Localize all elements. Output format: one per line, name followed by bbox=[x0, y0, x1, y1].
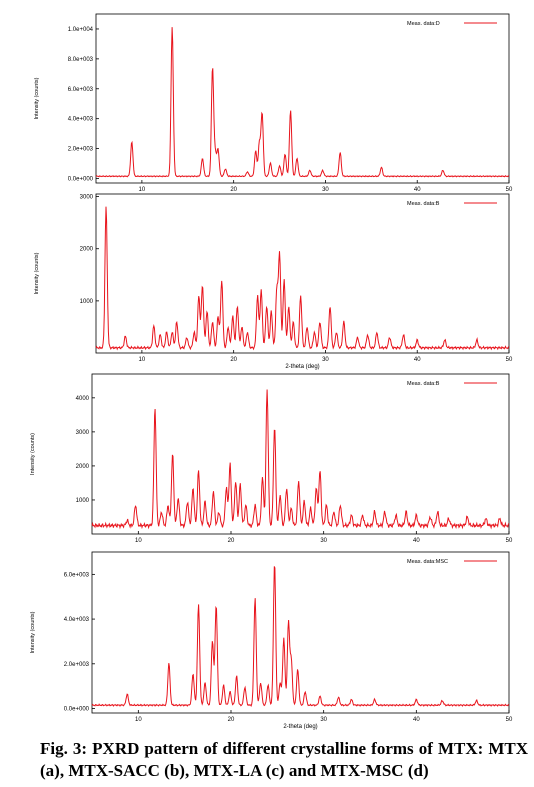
y-tick-label: 3000 bbox=[76, 430, 90, 436]
x-tick-label: 10 bbox=[139, 187, 146, 193]
x-tick-label: 40 bbox=[413, 717, 420, 723]
legend: Meas. data:D bbox=[407, 21, 497, 27]
x-tick-label: 50 bbox=[506, 357, 513, 363]
x-tick-label: 30 bbox=[322, 187, 329, 193]
plot-frame bbox=[95, 193, 510, 354]
x-tick-label: 30 bbox=[322, 357, 329, 363]
pxrd-panel-a: 10 20 30 40 50 0.0e+000 2.0e+003 4.0e+003 6.0e+0… bbox=[34, 13, 513, 193]
y-tick-label: 8.0e+003 bbox=[68, 57, 94, 63]
legend-label: Meas. data:D bbox=[407, 21, 440, 27]
x-tick-label: 50 bbox=[506, 717, 513, 723]
figure-caption: Fig. 3: PXRD pattern of different crysta… bbox=[40, 739, 528, 780]
y-axis-label: Intensity (counts) bbox=[30, 611, 36, 653]
x-axis-label: 2-theta (deg) bbox=[283, 724, 317, 730]
y-tick-label: 2.0e+003 bbox=[68, 147, 94, 153]
diffraction-trace bbox=[91, 566, 510, 708]
x-tick-label: 40 bbox=[413, 538, 420, 544]
y-tick-label: 0.0e+000 bbox=[64, 707, 90, 713]
x-tick-label: 10 bbox=[135, 538, 142, 544]
y-tick-label: 4.0e+003 bbox=[64, 617, 90, 623]
x-tick-label: 40 bbox=[414, 357, 421, 363]
diffraction-trace bbox=[95, 27, 509, 178]
y-axis-label: Intensity (counts) bbox=[30, 433, 36, 475]
y-axis-label: Intensity (counts) bbox=[34, 77, 40, 119]
y-tick-label: 1000 bbox=[76, 498, 90, 504]
x-tick-label: 20 bbox=[230, 187, 237, 193]
x-tick-label: 20 bbox=[230, 357, 237, 363]
pxrd-panel-d: 10 20 30 40 50 0.0e+000 2.0e+003 4.0e+003 6.0e+0… bbox=[30, 551, 513, 730]
pxrd-panel-c: 10 20 30 40 50 1000 2000 3000 4000 Intensity (cou… bbox=[30, 373, 513, 544]
legend-label: Meas. data:B bbox=[407, 381, 440, 387]
plot-frame bbox=[95, 13, 510, 184]
y-tick-label: 1000 bbox=[80, 299, 94, 305]
y-tick-label: 4.0e+003 bbox=[68, 117, 94, 123]
y-tick-label: 4000 bbox=[76, 396, 90, 402]
y-tick-label: 3000 bbox=[80, 195, 94, 201]
y-tick-label: 2000 bbox=[76, 464, 90, 470]
y-tick-label: 1.0e+004 bbox=[68, 27, 94, 33]
legend-label: Meas. data:MSC bbox=[407, 559, 448, 565]
diffraction-trace bbox=[95, 206, 510, 351]
diffraction-trace bbox=[91, 389, 510, 530]
x-tick-label: 50 bbox=[506, 187, 513, 193]
y-tick-label: 6.0e+003 bbox=[64, 572, 90, 578]
x-tick-label: 50 bbox=[506, 538, 513, 544]
plot-frame bbox=[91, 551, 510, 714]
y-axis-label: Intensity (counts) bbox=[34, 252, 40, 294]
x-tick-label: 30 bbox=[320, 538, 327, 544]
x-tick-label: 40 bbox=[414, 187, 421, 193]
x-tick-label: 30 bbox=[320, 717, 327, 723]
x-tick-label: 10 bbox=[139, 357, 146, 363]
legend: Meas. data:MSC bbox=[407, 559, 497, 565]
legend: Meas. data:B bbox=[407, 381, 497, 387]
plot-frame bbox=[91, 373, 510, 535]
pxrd-panel-b: 10 20 30 40 50 1000 2000 3000 Intensity (counts)… bbox=[34, 193, 513, 370]
y-tick-label: 2000 bbox=[80, 247, 94, 253]
legend-label: Meas. data:B bbox=[407, 201, 440, 207]
y-tick-label: 2.0e+003 bbox=[64, 662, 90, 668]
y-tick-label: 0.0e+000 bbox=[68, 177, 94, 183]
x-tick-label: 20 bbox=[228, 538, 235, 544]
x-tick-label: 10 bbox=[135, 717, 142, 723]
x-axis-label: 2-theta (deg) bbox=[285, 364, 319, 370]
x-tick-label: 20 bbox=[228, 717, 235, 723]
y-tick-label: 6.0e+003 bbox=[68, 87, 94, 93]
legend: Meas. data:B bbox=[407, 201, 497, 207]
